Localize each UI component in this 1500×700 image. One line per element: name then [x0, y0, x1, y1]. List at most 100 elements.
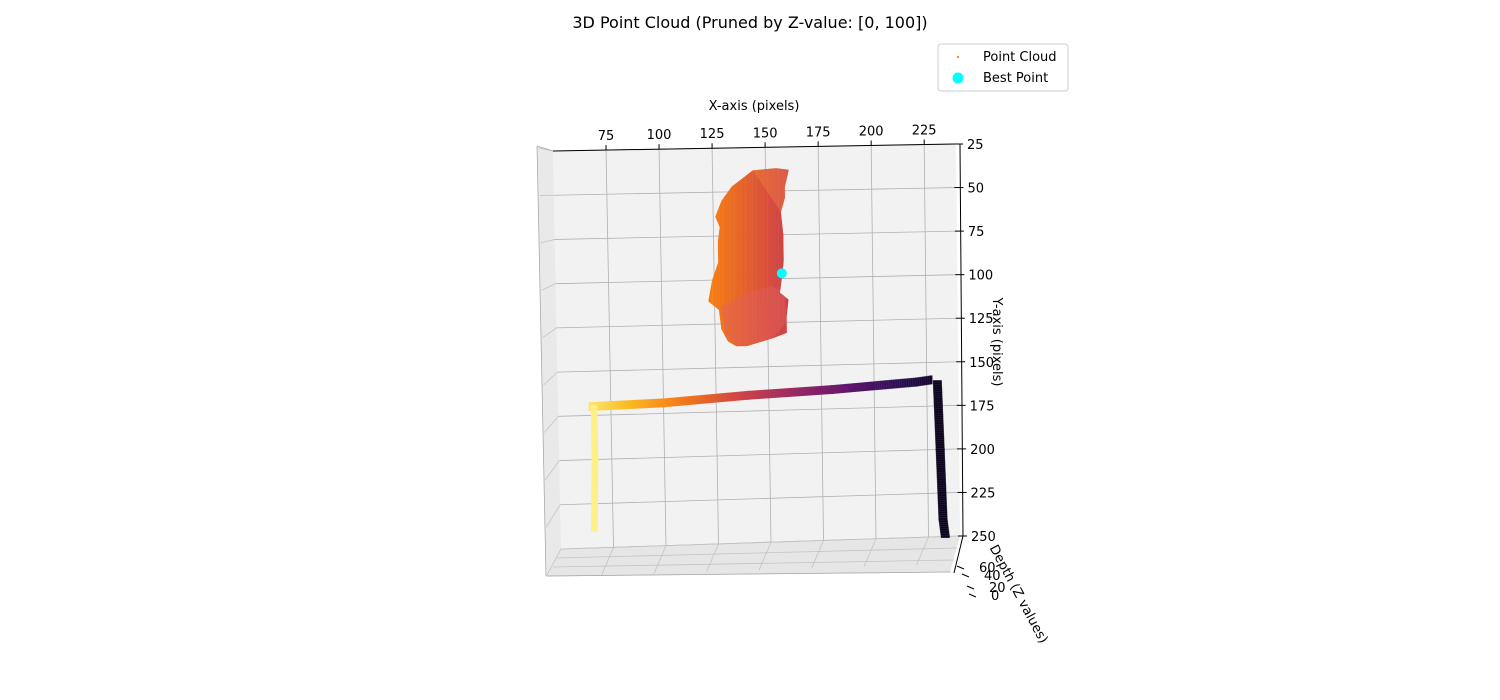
- point-cloud-point: [590, 411, 598, 415]
- y-ticks: 25 50 75 100 125 150 175 200 225 250: [954, 138, 996, 545]
- point-cloud-point: [728, 392, 732, 402]
- point-cloud-point: [826, 385, 829, 395]
- point-cloud-point: [625, 400, 629, 410]
- blob-column: [743, 168, 746, 347]
- point-cloud-point: [753, 390, 756, 400]
- point-cloud-point: [590, 407, 598, 411]
- blob-column: [734, 168, 738, 347]
- point-cloud-point: [591, 434, 598, 437]
- blob-column: [780, 168, 784, 347]
- point-cloud-point: [591, 500, 598, 503]
- point-cloud-point: [790, 387, 794, 397]
- side-grid-line-y-6: [544, 416, 559, 433]
- floor-grid-line-z-2: [552, 559, 955, 568]
- blob-column: [721, 168, 724, 347]
- point-cloud-point: [591, 495, 598, 499]
- point-cloud-point: [686, 396, 690, 406]
- x-ticks: 75 100 125 150 175 200 225: [598, 124, 937, 151]
- point-cloud-point: [591, 453, 599, 457]
- side-grid-line-y-9: [546, 548, 562, 575]
- point-cloud-point: [660, 398, 663, 408]
- point-cloud-point: [797, 387, 801, 397]
- point-cloud-point: [715, 393, 719, 403]
- point-cloud-point: [857, 382, 860, 392]
- point-cloud-point: [591, 442, 599, 446]
- point-cloud-point: [621, 400, 624, 410]
- y-tick-label-5: 150: [969, 356, 994, 371]
- point-cloud-point: [713, 393, 716, 403]
- blob-column: [736, 168, 740, 347]
- point-cloud-point: [591, 447, 599, 450]
- point-cloud-point: [591, 467, 599, 470]
- point-cloud-point: [699, 395, 703, 404]
- blob-column: [772, 168, 775, 347]
- point-cloud-point: [599, 401, 603, 411]
- blob-column: [723, 168, 727, 347]
- point-cloud-point: [634, 399, 637, 409]
- point-cloud-point: [793, 387, 796, 397]
- blob-column: [776, 168, 779, 347]
- grid-line-y-8: [560, 492, 960, 506]
- point-cloud-point: [610, 401, 613, 410]
- point-cloud-point: [591, 429, 598, 433]
- point-cloud-point: [591, 506, 598, 510]
- point-cloud-point: [855, 382, 858, 392]
- point-cloud-point: [782, 388, 785, 398]
- point-cloud-point: [846, 383, 849, 393]
- y-tick-label-2: 75: [968, 225, 985, 240]
- point-cloud-point: [618, 400, 622, 410]
- point-cloud-point: [627, 400, 631, 410]
- point-cloud-point: [591, 464, 599, 468]
- x-axis-label: X-axis (pixels): [709, 99, 800, 114]
- point-cloud-point: [590, 405, 598, 408]
- point-cloud-point: [731, 392, 734, 402]
- point-cloud-point: [795, 387, 798, 397]
- point-cloud-point: [764, 389, 767, 399]
- point-cloud-point: [662, 398, 665, 408]
- point-cloud-point: [737, 391, 741, 401]
- blob-column: [725, 168, 729, 347]
- point-cloud-point: [697, 395, 701, 405]
- point-cloud-point: [591, 482, 599, 486]
- z-tick-label-2: 40: [984, 569, 1001, 584]
- blob-highlight: [752, 168, 789, 212]
- point-cloud-point: [591, 502, 598, 506]
- blob-column: [717, 168, 720, 347]
- left-pane: [537, 146, 561, 576]
- point-cloud-point: [591, 427, 598, 430]
- y-tick-label-1: 50: [967, 182, 984, 197]
- legend-box: [937, 43, 1069, 92]
- point-cloud-point: [591, 469, 599, 472]
- point-cloud-point: [870, 381, 874, 391]
- point-cloud-point: [684, 396, 688, 406]
- blob-column: [761, 168, 764, 347]
- y-tick-label-8: 225: [971, 486, 996, 501]
- point-cloud-point: [861, 382, 865, 392]
- blob-column: [756, 168, 760, 347]
- z-tick-label-0: 0: [991, 589, 999, 604]
- point-cloud-point: [629, 400, 633, 409]
- point-cloud-point: [590, 526, 598, 530]
- z-tick-mark-0: [968, 593, 977, 598]
- grid-line-x-0: [605, 150, 614, 548]
- grid-line-x-1: [658, 149, 667, 546]
- point-cloud-point: [640, 399, 644, 409]
- point-cloud-point: [808, 386, 812, 396]
- point-cloud-point: [804, 386, 807, 396]
- blob-column: [741, 168, 744, 347]
- point-cloud-point: [706, 394, 710, 404]
- point-cloud-point: [773, 389, 776, 398]
- point-cloud-point: [708, 394, 712, 404]
- point-cloud-point: [864, 382, 867, 391]
- point-cloud-point: [590, 420, 598, 424]
- point-cloud-point: [647, 399, 650, 409]
- back-pane: [553, 144, 960, 549]
- point-cloud-point: [775, 388, 778, 398]
- point-cloud-point: [591, 451, 599, 455]
- point-cloud-point: [839, 384, 843, 394]
- point-cloud-point: [590, 416, 598, 419]
- side-grid-line-y-2: [540, 239, 555, 244]
- point-cloud-point: [657, 398, 661, 408]
- point-cloud-point: [848, 383, 852, 393]
